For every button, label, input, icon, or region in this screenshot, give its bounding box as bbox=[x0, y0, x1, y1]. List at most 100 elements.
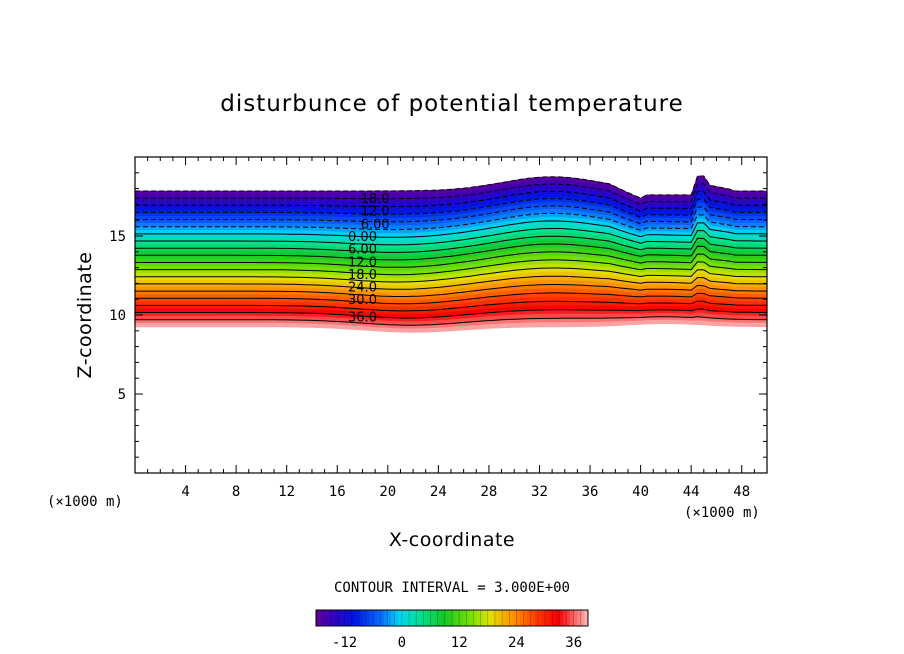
colorbar-swatch bbox=[369, 610, 374, 626]
colorbar-swatch bbox=[530, 610, 535, 626]
x-tick-label: 48 bbox=[733, 484, 750, 500]
colorbar-swatch bbox=[523, 610, 528, 626]
contour-line bbox=[135, 205, 767, 225]
colorbar-tick-label: 36 bbox=[565, 635, 582, 651]
contour-line bbox=[135, 220, 767, 238]
x-tick-label: 16 bbox=[329, 484, 346, 500]
colorbar-tick-label: 0 bbox=[398, 635, 406, 651]
colorbar-swatch bbox=[509, 610, 514, 626]
colorbar-tick-label: 12 bbox=[451, 635, 468, 651]
colorbar-swatch bbox=[466, 610, 471, 626]
contour-label: 30.0 bbox=[348, 293, 377, 308]
contour-label: 24.0 bbox=[348, 281, 377, 296]
colorbar-swatch bbox=[448, 610, 453, 626]
contour-label: 18.0 bbox=[361, 192, 390, 207]
colorbar-swatch bbox=[520, 610, 524, 626]
colorbar-swatch bbox=[366, 610, 370, 626]
colorbar-swatch bbox=[398, 610, 403, 626]
contour-label: 12.0 bbox=[361, 205, 390, 220]
colorbar-swatch bbox=[512, 610, 517, 626]
colorbar-swatch bbox=[426, 610, 431, 626]
y-axis-label: Z-coordinate bbox=[74, 252, 96, 379]
colorbar-tick-label: -12 bbox=[332, 635, 357, 651]
colorbar-swatch bbox=[384, 610, 388, 626]
colorbar-swatch bbox=[409, 610, 413, 626]
contour-line bbox=[135, 251, 767, 268]
chart-title: disturbunce of potential temperature bbox=[220, 91, 684, 117]
contour-band bbox=[135, 319, 767, 333]
contour-line bbox=[135, 198, 767, 218]
colorbar-swatch bbox=[437, 610, 442, 626]
contour-label: 36.0 bbox=[348, 311, 377, 326]
colorbar-swatch bbox=[516, 610, 521, 626]
x-axis-unit: (×1000 m) bbox=[684, 505, 760, 521]
colorbar-swatch bbox=[341, 610, 345, 626]
colorbar-swatch bbox=[473, 610, 478, 626]
x-tick-label: 24 bbox=[430, 484, 447, 500]
y-tick-label: 5 bbox=[118, 387, 126, 403]
colorbar-swatch bbox=[498, 610, 503, 626]
x-tick-label: 44 bbox=[683, 484, 700, 500]
colorbar-swatch bbox=[419, 610, 424, 626]
colorbar-swatch bbox=[351, 610, 356, 626]
contour-line bbox=[135, 267, 767, 283]
x-tick-label: 28 bbox=[480, 484, 497, 500]
contour-line bbox=[135, 259, 767, 276]
contour-line bbox=[135, 183, 767, 205]
colorbar-swatch bbox=[573, 610, 578, 626]
colorbar-swatch bbox=[358, 610, 363, 626]
contour-line bbox=[135, 235, 767, 253]
colorbar-swatch bbox=[584, 610, 589, 626]
colorbar-swatch bbox=[434, 610, 438, 626]
colorbar-swatch bbox=[401, 610, 406, 626]
contour-line bbox=[135, 228, 767, 246]
x-tick-label: 4 bbox=[181, 484, 189, 500]
colorbar bbox=[315, 609, 589, 627]
colorbar-swatch bbox=[405, 610, 410, 626]
contour-line bbox=[135, 190, 767, 212]
y-axis-unit: (×1000 m) bbox=[47, 494, 123, 510]
x-tick-label: 20 bbox=[379, 484, 396, 500]
colorbar-swatch bbox=[423, 610, 428, 626]
colorbar-swatch bbox=[330, 610, 335, 626]
contour-label: 6.00 bbox=[348, 243, 377, 258]
colorbar-swatch bbox=[552, 610, 557, 626]
colorbar-swatch bbox=[316, 610, 320, 626]
x-tick-label: 40 bbox=[632, 484, 649, 500]
colorbar-swatch bbox=[326, 610, 331, 626]
colorbar-swatch bbox=[344, 610, 349, 626]
contour-label: 6.00 bbox=[361, 217, 390, 232]
y-tick-label: 15 bbox=[109, 229, 126, 245]
colorbar-swatch bbox=[527, 610, 532, 626]
x-tick-label: 12 bbox=[278, 484, 295, 500]
colorbar-swatch bbox=[534, 610, 539, 626]
contour-line bbox=[135, 284, 767, 297]
x-tick-label: 36 bbox=[582, 484, 599, 500]
colorbar-swatch bbox=[380, 610, 385, 626]
colorbar-swatch bbox=[580, 610, 585, 626]
colorbar-swatch bbox=[548, 610, 553, 626]
colorbar-swatch bbox=[348, 610, 353, 626]
contour-line bbox=[135, 308, 767, 319]
colorbar-swatch bbox=[387, 610, 392, 626]
colorbar-swatch bbox=[459, 610, 464, 626]
contour-label: 12.0 bbox=[348, 255, 377, 270]
colorbar-tick-label: 24 bbox=[508, 635, 525, 651]
colorbar-swatch bbox=[541, 610, 546, 626]
colorbar-swatch bbox=[494, 610, 499, 626]
colorbar-swatch bbox=[355, 610, 360, 626]
colorbar-swatch bbox=[441, 610, 446, 626]
colorbar-swatch bbox=[452, 610, 456, 626]
colorbar-swatch bbox=[502, 610, 506, 626]
contour-interval: CONTOUR INTERVAL = 3.000E+00 bbox=[334, 580, 570, 596]
colorbar-swatch bbox=[319, 610, 324, 626]
colorbar-swatch bbox=[430, 610, 435, 626]
colorbar-swatch bbox=[491, 610, 496, 626]
colorbar-swatch bbox=[487, 610, 492, 626]
colorbar-swatch bbox=[416, 610, 421, 626]
colorbar-swatch bbox=[559, 610, 564, 626]
colorbar-swatch bbox=[566, 610, 571, 626]
contour-line bbox=[135, 316, 767, 326]
